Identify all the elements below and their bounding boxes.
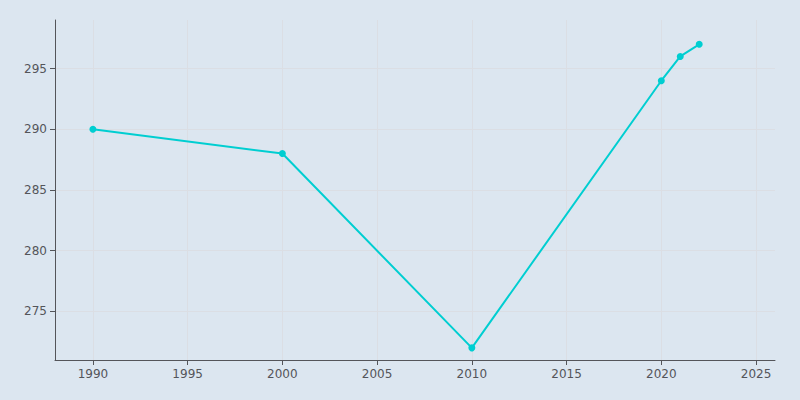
svg-text:285: 285 — [24, 183, 47, 197]
svg-text:2005: 2005 — [362, 367, 393, 381]
svg-text:295: 295 — [24, 62, 47, 76]
svg-text:1990: 1990 — [78, 367, 109, 381]
svg-text:2025: 2025 — [741, 367, 772, 381]
svg-text:2020: 2020 — [646, 367, 677, 381]
svg-text:290: 290 — [24, 122, 47, 136]
svg-text:2000: 2000 — [267, 367, 298, 381]
svg-text:280: 280 — [24, 244, 47, 258]
svg-text:275: 275 — [24, 304, 47, 318]
svg-text:2015: 2015 — [551, 367, 582, 381]
svg-text:2010: 2010 — [457, 367, 488, 381]
svg-text:1995: 1995 — [172, 367, 203, 381]
